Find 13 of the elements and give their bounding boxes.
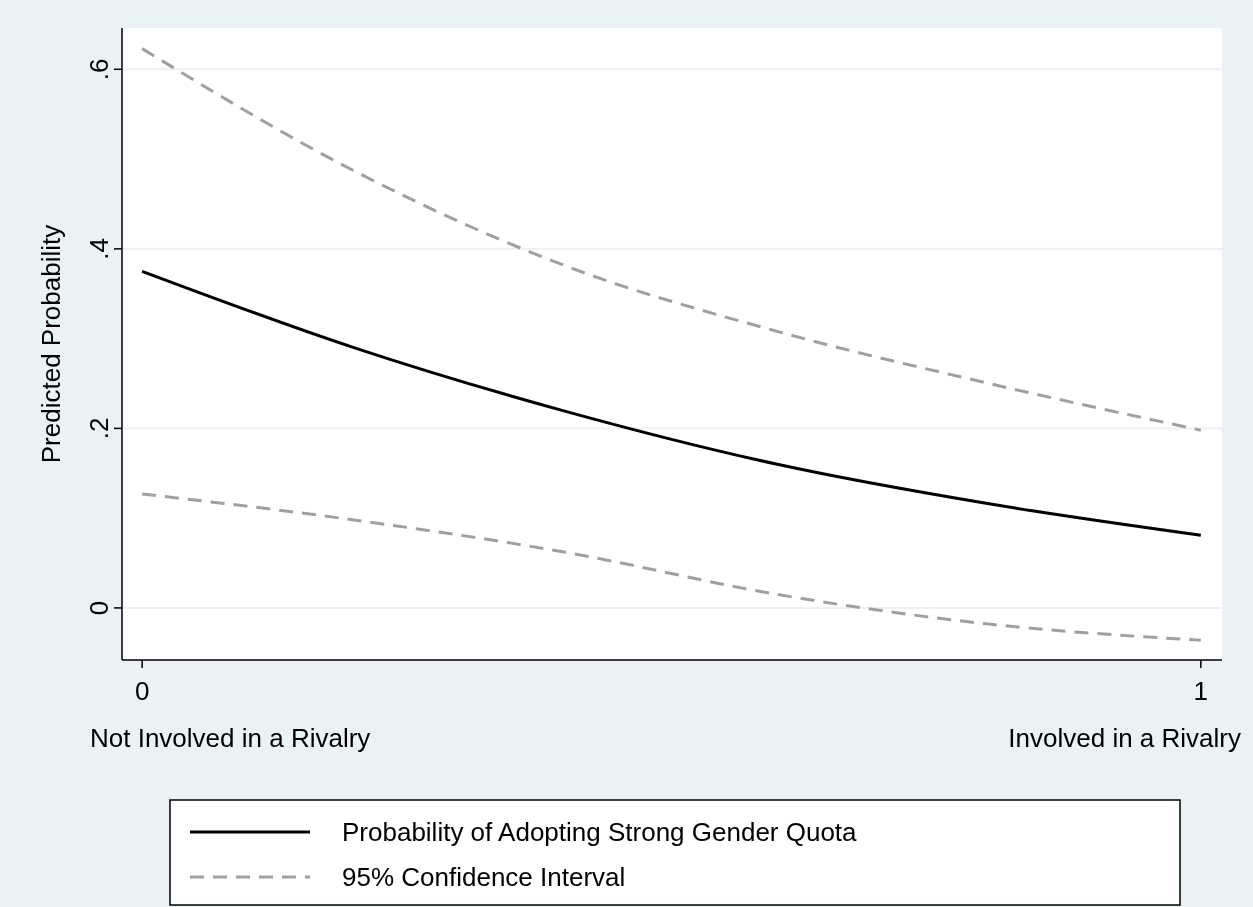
- line-series: [140, 269, 1203, 537]
- text: Not Involved in a Rivalry: [90, 723, 371, 753]
- y-axis-title: Predicted Probability: [36, 224, 66, 464]
- y-tick-label: 0: [84, 600, 114, 616]
- legend-label: 95% Confidence Interval: [342, 862, 626, 892]
- line-series: [140, 492, 1203, 642]
- y-tick-label: .2: [84, 417, 114, 440]
- y-tick-label: .4: [84, 238, 114, 260]
- x-tick-label: 1: [1193, 676, 1209, 706]
- y-tick-label: .6: [84, 58, 114, 81]
- line-series: [140, 47, 1203, 432]
- legend-label: Probability of Adopting Strong Gender Quota: [342, 817, 858, 847]
- text: Involved in a Rivalry: [1008, 723, 1241, 753]
